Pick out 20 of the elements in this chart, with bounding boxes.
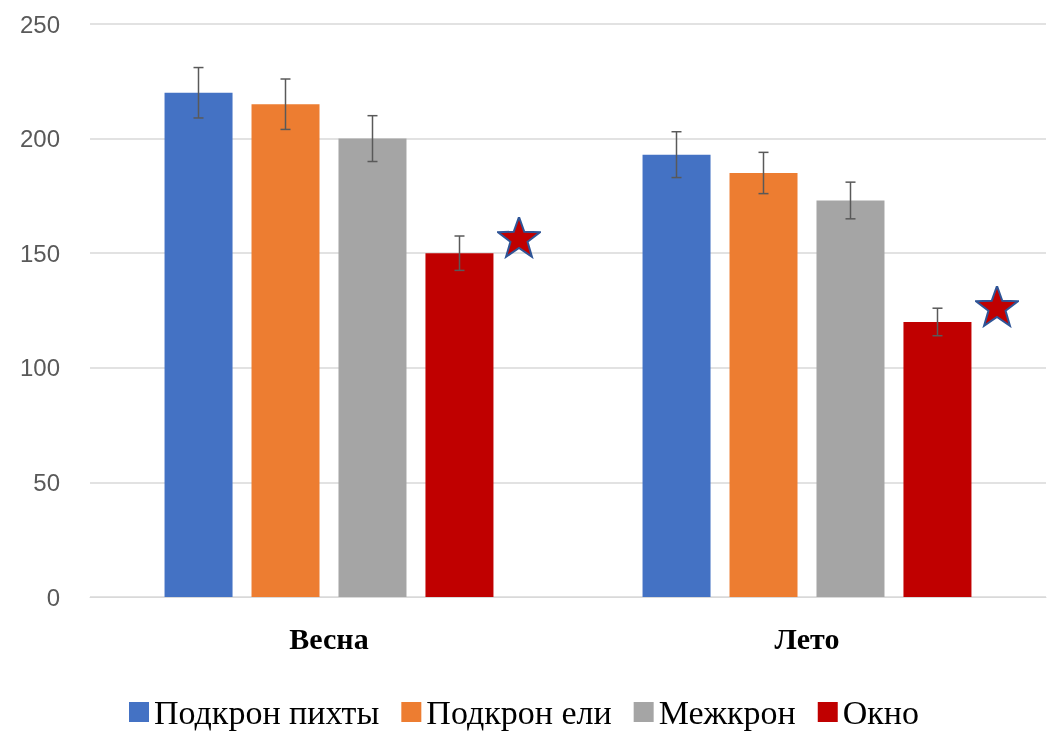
y-tick-label: 150 [19,239,60,267]
legend-label: Окно [842,693,920,731]
bar [729,172,798,597]
bar [903,321,972,597]
bar [816,200,885,597]
bar [338,138,407,597]
y-tick-label: 200 [19,125,60,153]
legend-label: Подкрон ели [426,693,612,731]
legend-label: Межкрон [658,693,796,731]
bar [164,92,233,597]
x-tick-label: Лето [774,621,840,655]
y-tick-label: 250 [19,10,60,38]
bar [251,104,320,597]
bar [642,154,711,597]
y-tick-label: 0 [46,583,60,611]
y-tick-label: 50 [33,468,60,496]
legend-label: Подкрон пихты [153,693,380,731]
x-tick-label: Весна [289,621,369,655]
y-tick-label: 100 [19,354,60,382]
bar [425,253,494,597]
